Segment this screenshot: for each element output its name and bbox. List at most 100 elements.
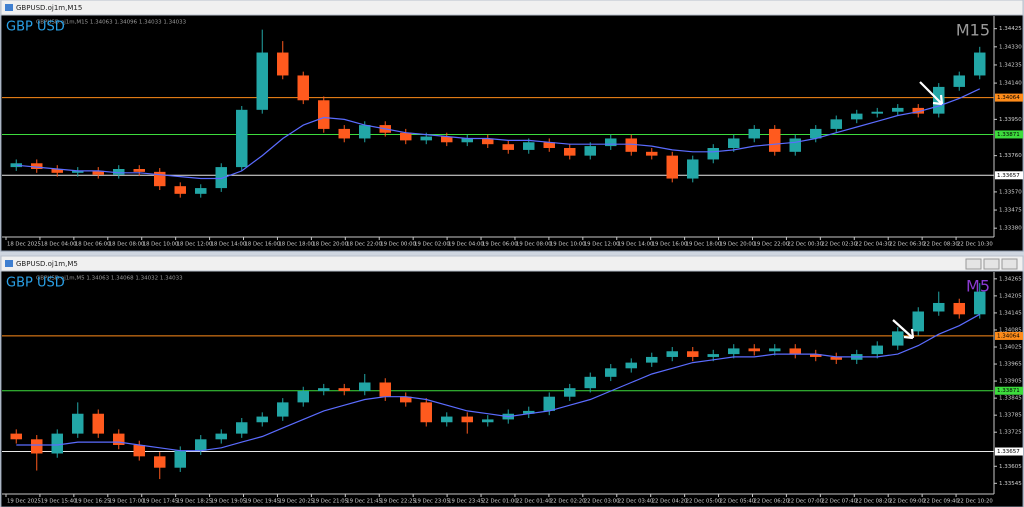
candle-body: [318, 388, 330, 392]
x-tick-label: 18 Dec 10:00: [143, 242, 179, 248]
candle-body: [892, 331, 904, 346]
y-tick-label: 1.33785: [999, 413, 1022, 419]
y-tick-label: 1.34140: [999, 81, 1022, 87]
candle-body: [605, 138, 617, 147]
x-tick-label: 22 Dec 05:40: [720, 499, 756, 505]
candle-body: [92, 413, 104, 434]
x-tick-label: 22 Dec 04:20: [652, 499, 688, 505]
window-icon: [5, 4, 13, 11]
y-tick-label: 1.34235: [999, 62, 1022, 68]
chart-info: GBPUSD.oj1m,M15 1.34063 1.34096 1.34033 …: [36, 20, 187, 26]
candle-body: [256, 416, 268, 423]
timeframe-label: M15: [956, 21, 990, 40]
symbol-label: GBP USD: [6, 276, 65, 291]
candle-body: [482, 419, 494, 423]
candle-body: [564, 388, 576, 397]
candle-body: [31, 163, 43, 169]
window-max-button[interactable]: [983, 258, 1000, 270]
window-min-button[interactable]: [965, 258, 982, 270]
candle-body: [154, 171, 166, 187]
candle-body: [748, 348, 760, 352]
level-label: 1.34064: [997, 333, 1020, 339]
x-tick-label: 22 Dec 06:20: [753, 499, 789, 505]
candle-body: [277, 52, 289, 76]
x-tick-label: 22 Dec 06:30: [889, 242, 925, 248]
candle-body: [359, 125, 371, 139]
candle-body: [92, 170, 104, 175]
level-label: 1.33657: [997, 449, 1020, 455]
candle-body: [113, 433, 125, 445]
candle-body: [236, 422, 248, 434]
candle-body: [625, 138, 637, 152]
y-tick-label: 1.34330: [999, 44, 1022, 50]
y-tick-label: 1.34085: [999, 327, 1022, 333]
x-tick-label: 18 Dec 22:00: [346, 242, 382, 248]
level-label: 1.34064: [997, 95, 1020, 101]
candle-body: [297, 391, 309, 403]
chart-info: GBPUSD.oj1m,M5 1.34063 1.34068 1.34032 1…: [36, 276, 183, 282]
candle-body: [461, 138, 473, 143]
y-tick-label: 1.33905: [999, 379, 1022, 385]
candle-body: [215, 433, 227, 440]
x-tick-label: 19 Dec 22:00: [753, 242, 789, 248]
candle-body: [748, 128, 760, 139]
x-tick-label: 19 Dec 14:00: [618, 242, 654, 248]
x-tick-label: 22 Dec 08:20: [855, 499, 891, 505]
x-tick-label: 19 Dec 20:00: [720, 242, 756, 248]
candle-body: [810, 128, 822, 139]
candle-body: [912, 107, 924, 114]
window-close-button[interactable]: [1001, 258, 1018, 270]
level-label: 1.33657: [997, 173, 1020, 179]
x-tick-label: 19 Dec 00:00: [380, 242, 416, 248]
candle-body: [400, 396, 412, 403]
level-label-box: [995, 447, 1023, 456]
candle-body: [707, 354, 719, 357]
candle-body: [666, 155, 678, 179]
x-tick-label: 22 Dec 02:20: [550, 499, 586, 505]
candle-body: [830, 356, 842, 360]
x-tick-label: 19 Dec 17:00: [109, 499, 145, 505]
candle-body: [420, 136, 432, 141]
candle-body: [277, 402, 289, 417]
x-tick-label: 19 Dec 21:45: [346, 499, 382, 505]
x-tick-label: 22 Dec 03:40: [618, 499, 654, 505]
candle-body: [133, 169, 145, 172]
x-tick-label: 19 Dec 20:25: [278, 499, 314, 505]
x-tick-label: 22 Dec 07:40: [821, 499, 857, 505]
candle-body: [564, 148, 576, 156]
moving-average: [16, 88, 981, 180]
candle-body: [256, 52, 268, 110]
level-label: 1.33871: [997, 388, 1020, 394]
x-tick-label: 22 Dec 01:40: [516, 499, 552, 505]
candle-body: [338, 128, 350, 139]
candle-body: [51, 433, 63, 454]
candle-body: [851, 113, 863, 120]
candle-body: [215, 167, 227, 189]
candle-body: [707, 148, 719, 160]
x-tick-label: 22 Dec 00:30: [787, 242, 823, 248]
candle-body: [236, 109, 248, 168]
candle-body: [338, 388, 350, 392]
x-tick-label: 22 Dec 02:30: [821, 242, 857, 248]
candle-body: [482, 138, 494, 145]
candle-body: [318, 100, 330, 129]
annotation-arrow: [892, 319, 915, 340]
y-tick-label: 1.33570: [999, 189, 1022, 195]
symbol-label: GBP USD: [6, 20, 65, 35]
candle-body: [728, 138, 740, 148]
candle-body: [769, 128, 781, 152]
candle-body: [646, 356, 658, 363]
y-tick-label: 1.33475: [999, 208, 1022, 214]
candle-body: [810, 354, 822, 357]
x-tick-label: 22 Dec 09:40: [923, 499, 959, 505]
x-tick-label: 18 Dec 20:00: [312, 242, 348, 248]
level-label-box: [995, 331, 1023, 340]
x-tick-label: 22 Dec 08:30: [923, 242, 959, 248]
x-tick-label: 19 Dec 17:45: [143, 499, 179, 505]
window-title: GBPUSD.oj1m,M15: [16, 4, 82, 12]
x-tick-label: 19 Dec 06:00: [482, 242, 518, 248]
x-tick-label: 22 Dec 09:00: [889, 499, 925, 505]
candle-body: [154, 456, 166, 468]
x-tick-label: 19 Dec 21:05: [312, 499, 348, 505]
